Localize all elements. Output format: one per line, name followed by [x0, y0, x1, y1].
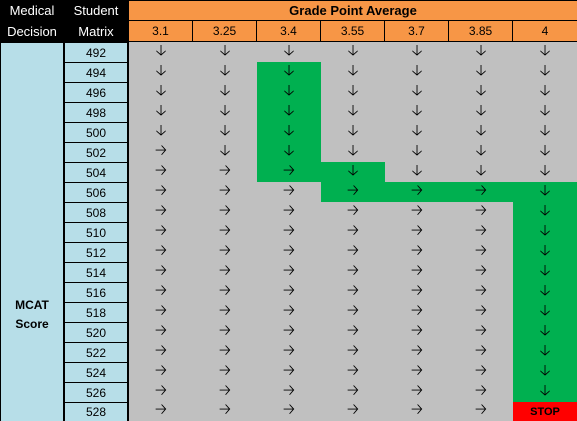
mcat-score-cell: 508: [65, 203, 127, 222]
stop-label: STOP: [513, 402, 577, 421]
mcat-score-cell: 492: [65, 43, 127, 62]
corner-medical-label: Medical: [0, 0, 64, 21]
corner-decision-label: Decision: [0, 21, 64, 42]
mcat-score-cell: 526: [65, 383, 127, 402]
arrow-right-icon: 🡢: [449, 402, 513, 421]
mcat-score-cell: 494: [65, 63, 127, 82]
mcat-score-cell: 510: [65, 223, 127, 242]
mcat-score-cell: 528: [65, 403, 127, 421]
arrow-down-icon: 🡣: [513, 382, 577, 402]
mcat-score-label: MCAT Score: [0, 296, 64, 334]
gpa-title: Grade Point Average: [129, 1, 577, 20]
arrow-right-icon: 🡢: [385, 402, 449, 421]
arrow-right-icon: 🡢: [193, 402, 257, 421]
mcat-score-cell: 498: [65, 103, 127, 122]
arrow-right-icon: 🡢: [257, 402, 321, 421]
mcat-score-cell: 496: [65, 83, 127, 102]
gpa-value-header: 3.85: [449, 21, 512, 41]
mcat-label-line1: MCAT: [15, 296, 49, 315]
gpa-value-header: 3.25: [193, 21, 256, 41]
arrow-right-icon: 🡢: [321, 402, 385, 421]
mcat-score-cell: 502: [65, 143, 127, 162]
gpa-value-header: 3.4: [257, 21, 320, 41]
mcat-score-cell: 514: [65, 263, 127, 282]
arrow-right-icon: 🡢: [129, 402, 193, 421]
gpa-value-header: 3.1: [129, 21, 192, 41]
mcat-score-cell: 516: [65, 283, 127, 302]
gpa-value-header: 4: [513, 21, 577, 41]
mcat-score-cell: 500: [65, 123, 127, 142]
mcat-score-cell: 518: [65, 303, 127, 322]
mcat-score-cell: 524: [65, 363, 127, 382]
gpa-value-header: 3.7: [385, 21, 448, 41]
mcat-score-cell: 506: [65, 183, 127, 202]
corner-student-label: Student: [64, 0, 128, 21]
mcat-axis-panel: [1, 43, 63, 421]
gpa-value-header: 3.55: [321, 21, 384, 41]
mcat-score-cell: 522: [65, 343, 127, 362]
mcat-score-cell: 520: [65, 323, 127, 342]
mcat-score-cell: 512: [65, 243, 127, 262]
mcat-score-cell: 504: [65, 163, 127, 182]
mcat-label-line2: Score: [15, 315, 48, 334]
corner-matrix-label: Matrix: [64, 21, 128, 42]
